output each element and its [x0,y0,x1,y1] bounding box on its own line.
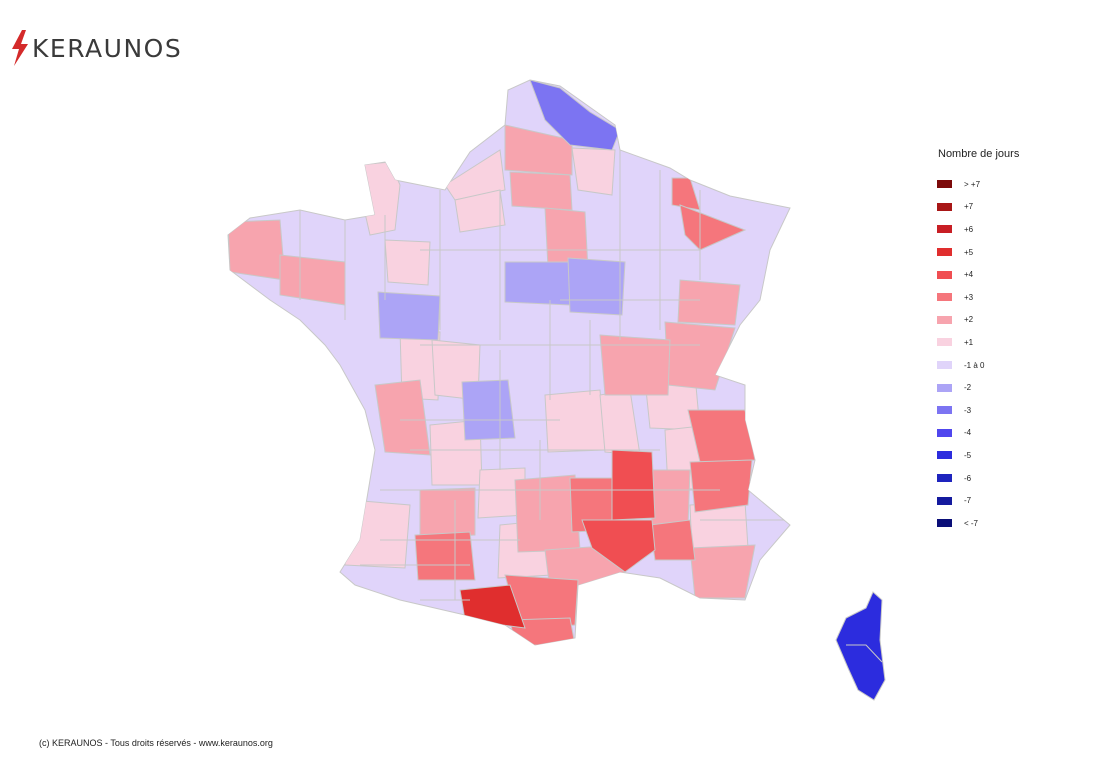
legend-item: +4 [937,263,1019,286]
legend-label: -7 [964,496,972,506]
department-ariege [459,584,526,629]
department-loiret [504,261,571,306]
department-hautes-alpes [689,459,753,513]
department-seine-maritime [444,149,506,201]
legend-item: < -7 [937,512,1019,535]
legend-swatch [937,338,952,347]
department-pas-de-calais [504,124,573,176]
department-charente-maritime [374,379,431,456]
department-mayenne [384,239,431,286]
legend-item: +5 [937,241,1019,264]
legend-swatch [937,270,952,279]
legend-item: -2 [937,376,1019,399]
legend-item: -7 [937,489,1019,512]
department-finistere [228,219,286,281]
legend-item: -1 à 0 [937,354,1019,377]
legend-swatch [937,248,952,257]
legend-label: +7 [964,202,974,212]
legend-label: +2 [964,315,974,325]
department-drome [649,469,691,526]
legend-item: -6 [937,467,1019,490]
legend-swatch [937,315,952,324]
department-saone-et-loire [599,334,671,396]
legend-item: > +7 [937,173,1019,196]
legend-label: -1 à 0 [964,360,985,370]
legend-label: +1 [964,337,974,347]
legend-label: +6 [964,224,974,234]
legend-item: +2 [937,309,1019,332]
department-dordogne [419,487,476,539]
keraunos-logo: KERAUNOS [10,30,182,66]
legend-swatch [937,496,952,505]
legend-items: > +7 +7 +6 +5 +4 +3 +2 +1 -1 à 0 -2 -3 -4 -5 -6 -7 < -7 [937,173,1019,535]
corsica [835,591,886,701]
legend-item: -3 [937,399,1019,422]
legend-swatch [937,428,952,437]
legend: Nombre de jours > +7 +7 +6 +5 +4 +3 +2 +1 -1 à 0… [937,148,1019,535]
legend-swatch [937,202,952,211]
department-gard [611,449,656,521]
legend-swatch [937,293,952,302]
legend-label: +5 [964,247,974,257]
legend-swatch [937,519,952,528]
departments-group [228,80,790,645]
legend-label: -5 [964,450,972,460]
legend-label: +4 [964,270,974,280]
department-somme [509,171,573,211]
logo-text: KERAUNOS [32,33,183,63]
legend-label: > +7 [964,179,981,189]
legend-swatch [937,225,952,234]
legend-item: +7 [937,196,1019,219]
legend-label: -6 [964,473,972,483]
legend-label: -2 [964,383,972,393]
legend-label: +3 [964,292,974,302]
legend-item: +6 [937,218,1019,241]
department-ardennes [571,147,616,196]
legend-item: +1 [937,331,1019,354]
department-vaucluse [649,519,696,561]
department-bouches-du-rhone [581,519,656,573]
copyright-footer: (c) KERAUNOS - Tous droits réservés - ww… [39,738,273,748]
legend-label: -3 [964,405,972,415]
department-loire-atlantique [377,291,441,341]
legend-item: +3 [937,286,1019,309]
department-nord [529,80,621,151]
legend-item: -5 [937,444,1019,467]
department-savoie [687,409,756,463]
legend-swatch [937,474,952,483]
department-borders [299,150,790,601]
department-vosges [677,279,741,326]
lightning-bolt-icon [12,30,28,66]
legend-swatch [937,383,952,392]
department-landes [344,499,411,569]
legend-label: -4 [964,428,972,438]
legend-swatch [937,406,952,415]
legend-title: Nombre de jours [938,148,1020,160]
department-eure [454,189,506,233]
legend-swatch [937,361,952,370]
department-yonne [567,257,626,316]
legend-swatch [937,180,952,189]
legend-swatch [937,451,952,460]
legend-item: -4 [937,422,1019,445]
legend-label: < -7 [964,518,979,528]
department-haute-garonne [414,531,476,581]
department-puy-de-dome [544,389,606,453]
department-creuse [461,379,516,441]
department-var [689,544,756,599]
